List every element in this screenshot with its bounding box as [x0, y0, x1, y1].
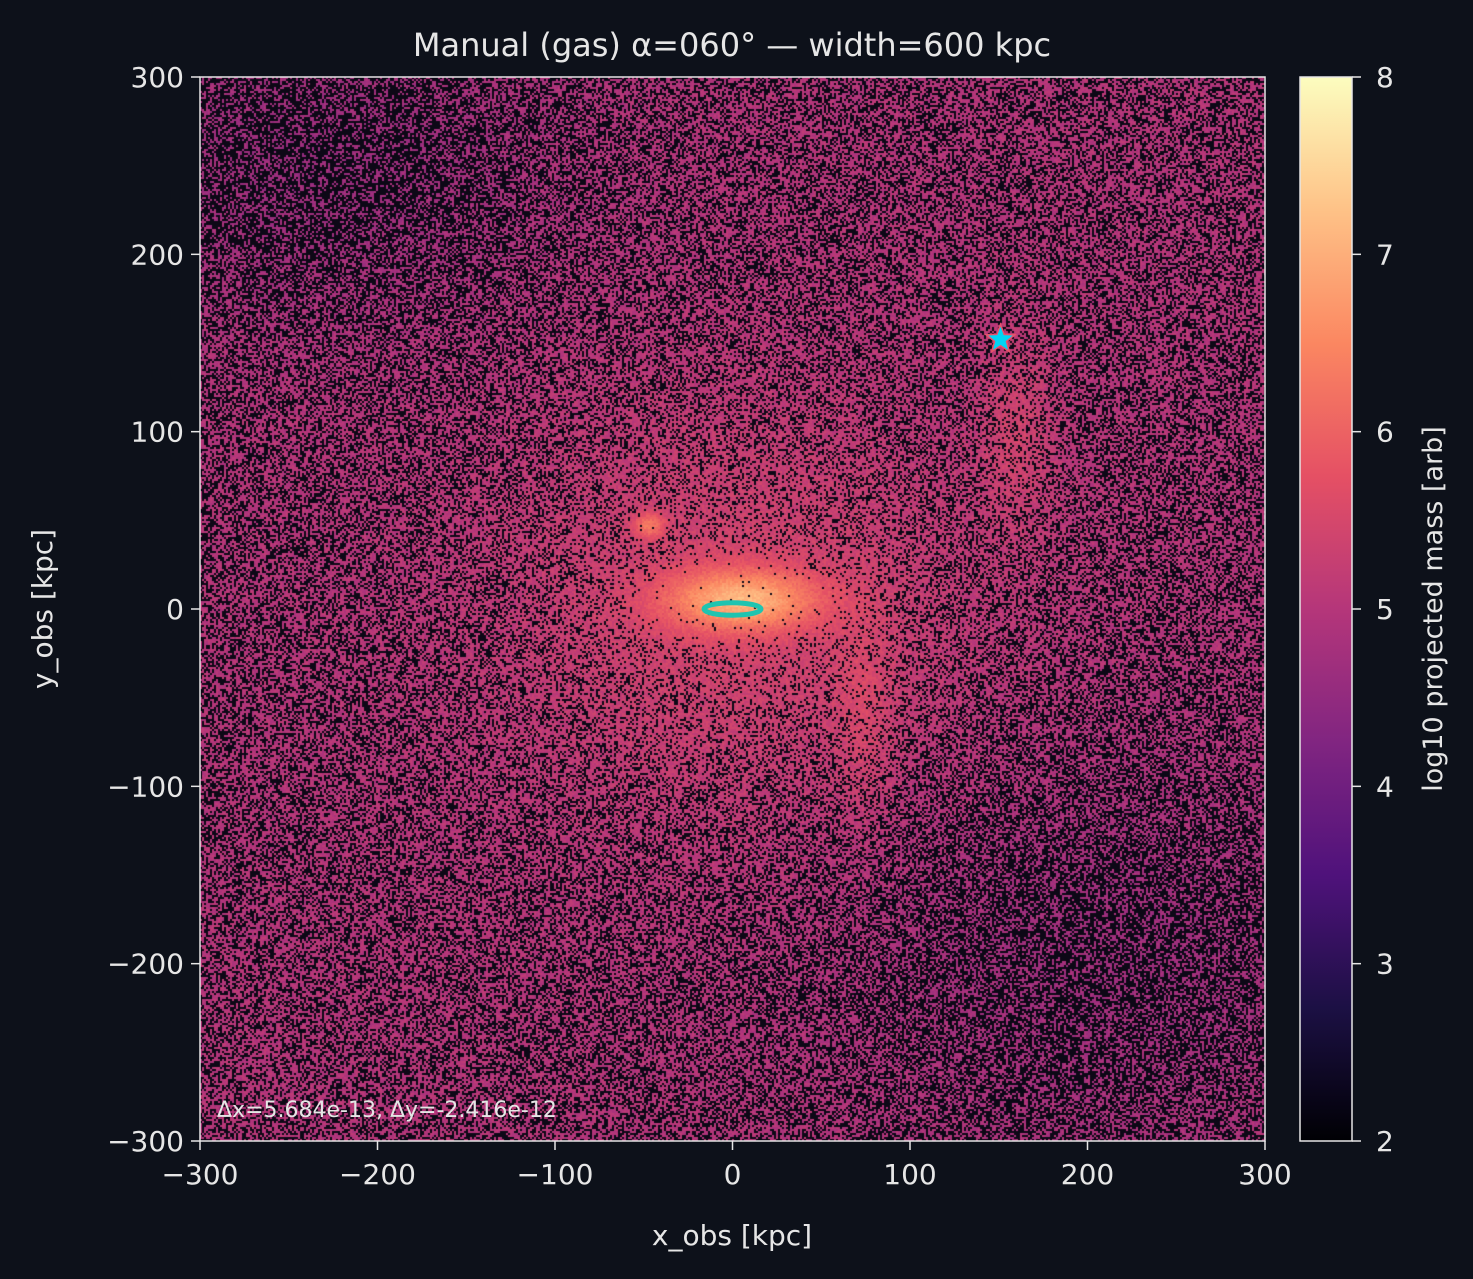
x-tick-label: 100 — [883, 1158, 936, 1191]
chart-title: Manual (gas) α=060° — width=600 kpc — [413, 26, 1051, 64]
colorbar-tick-label: 7 — [1376, 238, 1394, 271]
colorbar-tick-label: 5 — [1376, 593, 1394, 626]
y-tick-label: 100 — [131, 416, 184, 449]
offset-annotation: Δx=5.684e-13, Δy=-2.416e-12 — [217, 1098, 557, 1123]
x-tick-label: 300 — [1238, 1158, 1291, 1191]
y-axis: −300 −200 −100 0 100 200 300 — [107, 61, 200, 1158]
heatmap-image — [200, 77, 1265, 1141]
x-tick-label: −100 — [517, 1158, 594, 1191]
y-tick-label: −100 — [107, 770, 184, 803]
star-marker — [984, 322, 1017, 354]
colorbar-axis: 2 3 4 5 6 7 8 — [1352, 61, 1394, 1158]
colorbar-tick-label: 6 — [1376, 416, 1394, 449]
x-axis: −300 −200 −100 0 100 200 300 — [162, 1141, 1292, 1191]
y-tick-label: −200 — [107, 948, 184, 981]
aperture-ellipse — [701, 600, 764, 618]
markers-layer — [701, 322, 1017, 618]
colorbar-label: log10 projected mass [arb] — [1418, 426, 1449, 792]
colorbar-tick-label: 3 — [1376, 948, 1394, 981]
x-tick-label: 200 — [1061, 1158, 1114, 1191]
colorbar-tick-label: 2 — [1376, 1125, 1394, 1158]
y-axis-label: y_obs [kpc] — [26, 529, 59, 689]
colorbar-tick-label: 4 — [1376, 770, 1394, 803]
y-tick-label: 0 — [166, 593, 184, 626]
x-tick-label: −200 — [339, 1158, 416, 1191]
x-tick-label: 0 — [724, 1158, 742, 1191]
y-tick-label: 200 — [131, 238, 184, 271]
colorbar-tick-label: 8 — [1376, 61, 1394, 94]
y-tick-label: −300 — [107, 1125, 184, 1158]
x-tick-label: −300 — [162, 1158, 239, 1191]
y-tick-label: 300 — [131, 61, 184, 94]
colorbar — [1300, 77, 1352, 1141]
x-axis-label: x_obs [kpc] — [652, 1219, 812, 1252]
